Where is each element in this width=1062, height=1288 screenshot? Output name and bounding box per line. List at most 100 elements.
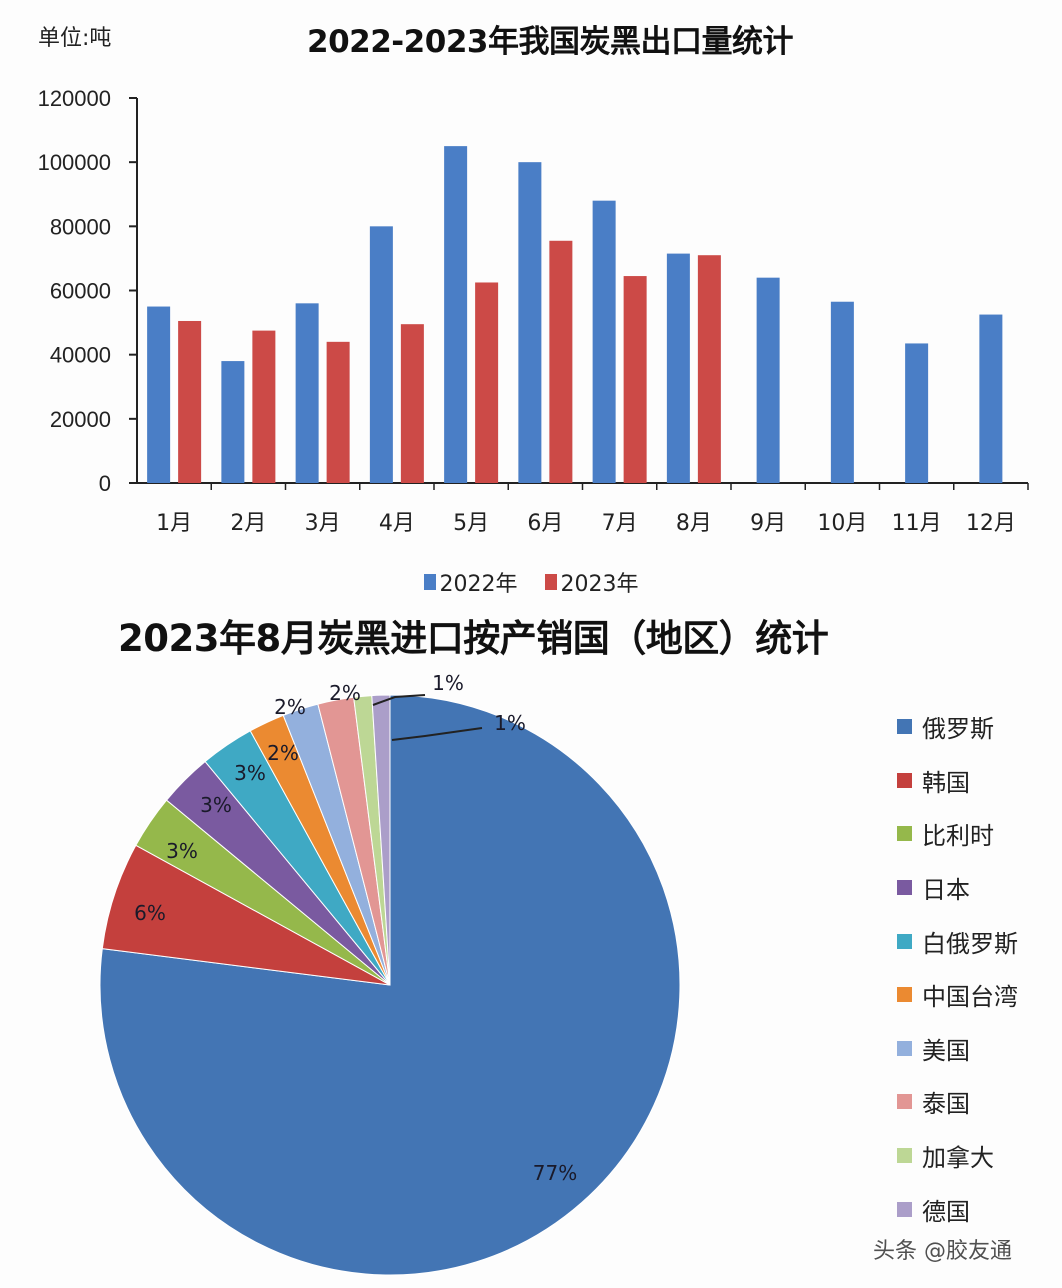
legend-label: 泰国 xyxy=(922,1090,970,1119)
legend-label-2023: 2023年 xyxy=(560,572,639,597)
legend-swatch xyxy=(897,1148,912,1164)
legend-label: 日本 xyxy=(922,876,970,905)
pie-label: 1% xyxy=(432,671,464,695)
bar-2023年 xyxy=(623,276,647,483)
legend-label: 俄罗斯 xyxy=(922,715,994,744)
y-tick-label: 60000 xyxy=(50,279,111,304)
pie-legend-item: 比利时 xyxy=(897,807,1018,861)
pie-slice-加拿大 xyxy=(353,695,391,986)
pie-slice-韩国 xyxy=(101,844,391,986)
legend-label: 白俄罗斯 xyxy=(922,929,1018,958)
pie-legend-item: 俄罗斯 xyxy=(897,700,1018,754)
bar-2023年 xyxy=(400,324,424,483)
pie-label: 6% xyxy=(134,901,166,925)
pie-legend-item: 加拿大 xyxy=(897,1129,1018,1183)
pie-slice-俄罗斯 xyxy=(99,694,681,1276)
bar-2022年 xyxy=(756,277,780,483)
pie-slice-美国 xyxy=(282,703,391,986)
pie-slice-中国台湾 xyxy=(249,714,391,986)
x-tick-label: 12月 xyxy=(966,511,1016,536)
bar-2023年 xyxy=(252,330,276,483)
bar-2022年 xyxy=(147,306,171,483)
legend-swatch xyxy=(897,772,912,788)
legend-label: 中国台湾 xyxy=(922,983,1018,1012)
pie-legend-item: 中国台湾 xyxy=(897,968,1018,1022)
legend-swatch xyxy=(897,826,912,842)
pie-legend-item: 德国 xyxy=(897,1182,1018,1236)
pie-chart-legend: 俄罗斯 韩国 比利时 日本 白俄罗斯 中国台湾 美国 泰国 加拿大 德国 xyxy=(897,700,1018,1236)
bar-chart-legend: 2022年 2023年 xyxy=(0,566,1062,598)
legend-item-2022: 2022年 xyxy=(423,566,518,598)
pie-chart-title: 2023年8月炭黑进口按产销国（地区）统计 xyxy=(118,617,829,660)
pie-label: 1% xyxy=(494,711,526,735)
y-tick-label: 40000 xyxy=(50,343,111,368)
bar-2022年 xyxy=(666,253,690,483)
x-tick-label: 3月 xyxy=(305,511,341,536)
bar-2023年 xyxy=(697,255,721,483)
bar-2022年 xyxy=(295,303,319,483)
pie-label: 2% xyxy=(274,695,306,719)
pie-legend-item: 日本 xyxy=(897,861,1018,915)
bar-2022年 xyxy=(979,314,1003,483)
bar-2023年 xyxy=(178,320,202,483)
pie-slice-白俄罗斯 xyxy=(204,730,391,986)
y-tick-label: 100000 xyxy=(38,150,111,175)
legend-swatch xyxy=(897,880,912,896)
bar-2022年 xyxy=(905,343,929,483)
pie-label: 3% xyxy=(166,839,198,863)
x-tick-label: 5月 xyxy=(453,511,489,536)
x-tick-label: 9月 xyxy=(750,511,786,536)
pie-slice-日本 xyxy=(165,760,391,986)
legend-swatch xyxy=(897,933,912,949)
legend-label: 韩国 xyxy=(922,768,970,797)
pie-legend-item: 泰国 xyxy=(897,1075,1018,1129)
y-tick-label: 120000 xyxy=(38,86,111,111)
pie-label: 3% xyxy=(200,793,232,817)
bar-chart: 0 20000 40000 60000 80000 100000 120000 1月 2月 3月 4… xyxy=(38,86,1029,536)
legend-label: 比利时 xyxy=(922,822,994,851)
x-tick-label: 6月 xyxy=(527,511,563,536)
leader-line xyxy=(372,694,426,706)
x-tick-label: 4月 xyxy=(379,511,415,536)
x-tick-label: 8月 xyxy=(676,511,712,536)
legend-swatch-2022 xyxy=(423,574,436,590)
pie-slice-比利时 xyxy=(135,799,391,986)
unit-label: 单位:吨 xyxy=(38,26,112,51)
pie-slice-泰国 xyxy=(317,696,391,986)
x-tick-label: 2月 xyxy=(230,511,266,536)
legend-label-2022: 2022年 xyxy=(439,572,518,597)
legend-swatch xyxy=(897,987,912,1003)
bar-2023年 xyxy=(326,341,350,483)
bar-chart-title: 2022-2023年我国炭黑出口量统计 xyxy=(307,24,793,60)
legend-swatch xyxy=(897,1040,912,1056)
pie-label: 3% xyxy=(234,761,266,785)
y-tick-label: 80000 xyxy=(50,214,111,239)
pie-legend-item: 白俄罗斯 xyxy=(897,914,1018,968)
pie-label: 77% xyxy=(533,1161,577,1185)
legend-label: 德国 xyxy=(922,1197,970,1226)
pie-slice-德国 xyxy=(371,694,391,986)
bar-2022年 xyxy=(518,162,542,483)
bar-2023年 xyxy=(475,282,499,483)
x-tick-label: 1月 xyxy=(156,511,192,536)
pie-label: 2% xyxy=(267,741,299,765)
legend-swatch-2023 xyxy=(544,574,557,590)
x-tick-label: 11月 xyxy=(892,511,942,536)
legend-swatch xyxy=(897,1201,912,1217)
pie-legend-item: 美国 xyxy=(897,1022,1018,1076)
bar-2022年 xyxy=(444,146,468,483)
x-tick-label: 7月 xyxy=(602,511,638,536)
x-tick-label: 10月 xyxy=(817,511,867,536)
legend-swatch xyxy=(897,1094,912,1110)
pie-legend-item: 韩国 xyxy=(897,754,1018,808)
legend-item-2023: 2023年 xyxy=(544,566,639,598)
pie-label: 2% xyxy=(329,681,361,705)
watermark: 头条 @胶友通 xyxy=(873,1239,1012,1264)
legend-label: 美国 xyxy=(922,1036,970,1065)
bar-2022年 xyxy=(830,301,854,483)
bar-2022年 xyxy=(221,361,245,483)
legend-label: 加拿大 xyxy=(922,1144,994,1173)
bar-2022年 xyxy=(369,226,393,484)
leader-line xyxy=(391,727,483,741)
y-tick-label: 20000 xyxy=(50,407,111,432)
